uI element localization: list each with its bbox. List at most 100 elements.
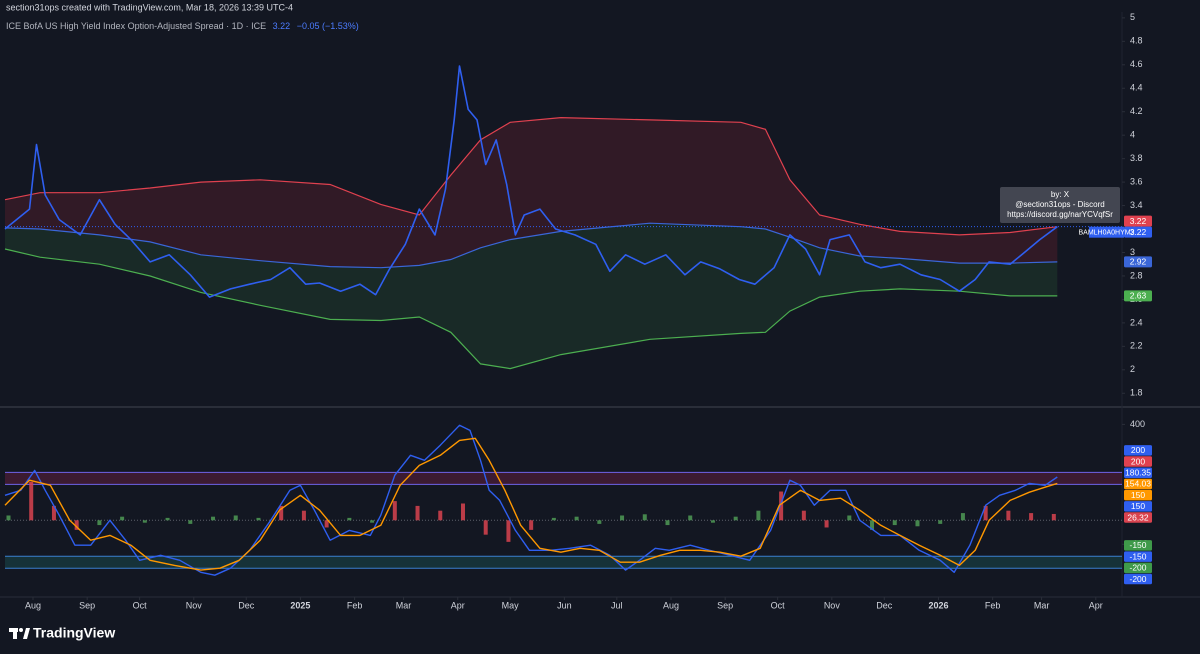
value-badge [1124,540,1152,551]
annotation-text: @section31ops - Discord [1015,200,1105,209]
upper-band-fill [5,117,1058,268]
histogram-bar [642,514,647,521]
y-tick-label: 5 [1130,12,1135,22]
y-tick-label: 2.4 [1130,317,1143,327]
legend-title: ICE BofA US High Yield Index Option-Adju… [6,21,266,31]
value-badge [1124,467,1152,479]
x-tick-label: 2025 [290,600,310,610]
value-badge-label: 154.03 [1125,479,1151,489]
x-tick-label: Aug [663,600,679,610]
value-badge-label: -200 [1129,563,1146,573]
value-badge [1124,445,1152,456]
y-tick-label: 4 [1130,130,1135,140]
y-tick-label: 2.2 [1130,341,1143,351]
x-tick-label: Oct [133,600,148,610]
histogram-bar [756,510,761,521]
lower-band-fill [5,223,1058,369]
value-badge [1124,551,1152,562]
value-badge-label: -200 [1129,574,1146,584]
histogram-bar [233,515,238,521]
value-badge-label: -150 [1129,540,1146,550]
value-badge-label: 200 [1131,456,1145,466]
y-tick-label: 3.4 [1130,200,1143,210]
x-tick-label: Jul [611,600,623,610]
upper-band-line [4,116,1058,236]
histogram-bar [1051,513,1056,521]
histogram-bar [415,505,420,521]
histogram-bar [347,517,352,521]
histogram-bar [6,515,11,521]
x-tick-label: Mar [396,600,412,610]
x-tick-label: Feb [985,600,1001,610]
histogram-bar [960,513,965,521]
value-badge-label: 180.35 [1125,468,1151,478]
histogram-bar [665,520,670,526]
lower-band-line [4,248,1058,370]
annotation-text: https://discord.gg/narYCVqfSr [1007,210,1113,219]
value-badge-label: 2.63 [1130,291,1147,301]
histogram-bar [801,510,806,521]
x-tick-label: Apr [451,600,465,610]
histogram-bar [256,517,261,521]
logo-shape [23,628,30,639]
zone-fill [5,556,1122,569]
value-badge [1124,290,1152,302]
x-tick-label: 2026 [928,600,948,610]
histogram-bar [870,520,875,530]
y-tick-label: 3.6 [1130,176,1143,186]
annotation-text: by: X [1051,190,1070,199]
histogram-bar [165,517,170,521]
value-badge [1124,562,1152,574]
histogram-bar [688,515,693,521]
histogram-bar [597,520,602,524]
x-tick-label: Nov [186,600,203,610]
value-badge [1124,226,1152,238]
logo-text: TradingView [33,625,115,641]
header-text: section31ops created with TradingView.co… [6,2,293,12]
histogram-bar [1029,513,1034,521]
histogram-bar [529,520,534,530]
y-tick-label: 4.2 [1130,106,1143,116]
histogram-bar [438,510,443,521]
histogram-bar [29,481,34,521]
value-badge [1124,501,1152,512]
histogram-bar [551,517,556,521]
histogram-bar [120,516,125,521]
symbol-badge [1089,226,1124,238]
x-tick-label: Dec [876,600,893,610]
histogram-bar [74,520,79,530]
histogram-bar [279,505,284,521]
histogram-bar [211,516,216,521]
symbol-badge-label: BAMLH0A0HYM2 [1078,230,1134,237]
y-tick-label: 2.8 [1130,270,1143,280]
value-badge-label: 200 [1131,445,1145,455]
footer-bar [0,620,1200,654]
histogram-bar [892,520,897,526]
x-tick-label: Jun [557,600,572,610]
histogram-bar [574,516,579,521]
y-tick-label: 2 [1130,364,1135,374]
legend: ICE BofA US High Yield Index Option-Adju… [6,21,359,31]
value-badge [1124,215,1152,227]
y-tick-label: 3.8 [1130,153,1143,163]
value-badge [1124,478,1152,490]
x-tick-label: Dec [238,600,255,610]
logo-shape [19,628,23,632]
y-tick-label: 4.4 [1130,83,1143,93]
histogram-bar [460,503,465,521]
middle-band-line [4,222,1058,269]
x-tick-label: Nov [824,600,841,610]
value-badge-label: 150 [1131,490,1145,500]
histogram-bar [506,520,511,542]
histogram-bar [620,515,625,521]
legend-last-value: 3.22 [273,21,291,31]
histogram-bar [301,510,306,521]
histogram-bar [1006,510,1011,521]
histogram-bar [824,520,829,528]
y-tick-label: 4.6 [1130,59,1143,69]
x-tick-label: Sep [79,600,95,610]
x-tick-label: Feb [347,600,363,610]
price-line [4,65,1058,298]
histogram-bar [483,520,488,535]
y-tick-label: 3 [1130,247,1135,257]
